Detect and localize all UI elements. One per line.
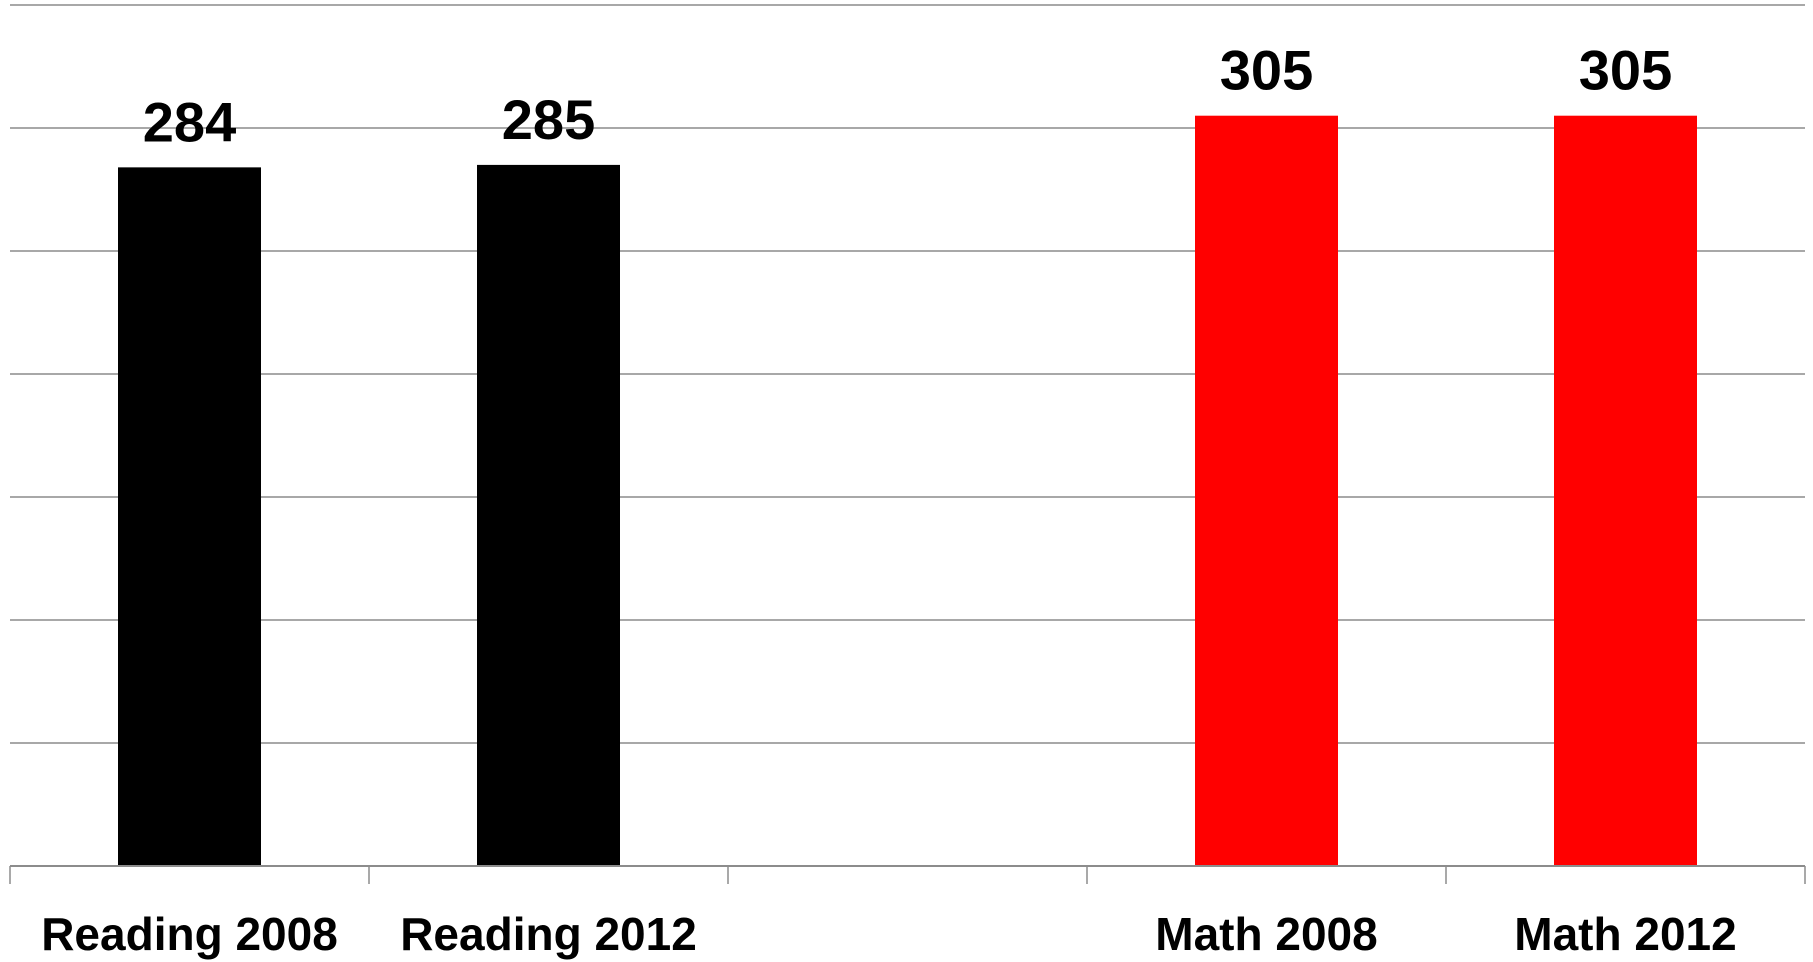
x-tick-label: Reading 2008 <box>41 908 338 960</box>
data-labels: 284 285 305 305 <box>143 39 1672 154</box>
data-label: 285 <box>502 88 595 151</box>
bar <box>1195 115 1338 866</box>
x-tick-labels: Reading 2008 Reading 2012 Math 2008 Math 20… <box>41 908 1737 960</box>
data-label: 305 <box>1220 39 1313 102</box>
x-axis <box>9 865 1806 884</box>
x-tick-label: Math 2008 <box>1155 908 1377 960</box>
data-label: 284 <box>143 90 236 153</box>
x-tick-label: Math 2012 <box>1514 908 1736 960</box>
x-tick-label: Reading 2012 <box>400 908 697 960</box>
bar <box>1554 115 1697 866</box>
bars <box>118 115 1697 867</box>
bar <box>118 167 261 867</box>
bar <box>477 164 620 866</box>
gridlines <box>10 4 1805 744</box>
data-label: 305 <box>1579 39 1672 102</box>
